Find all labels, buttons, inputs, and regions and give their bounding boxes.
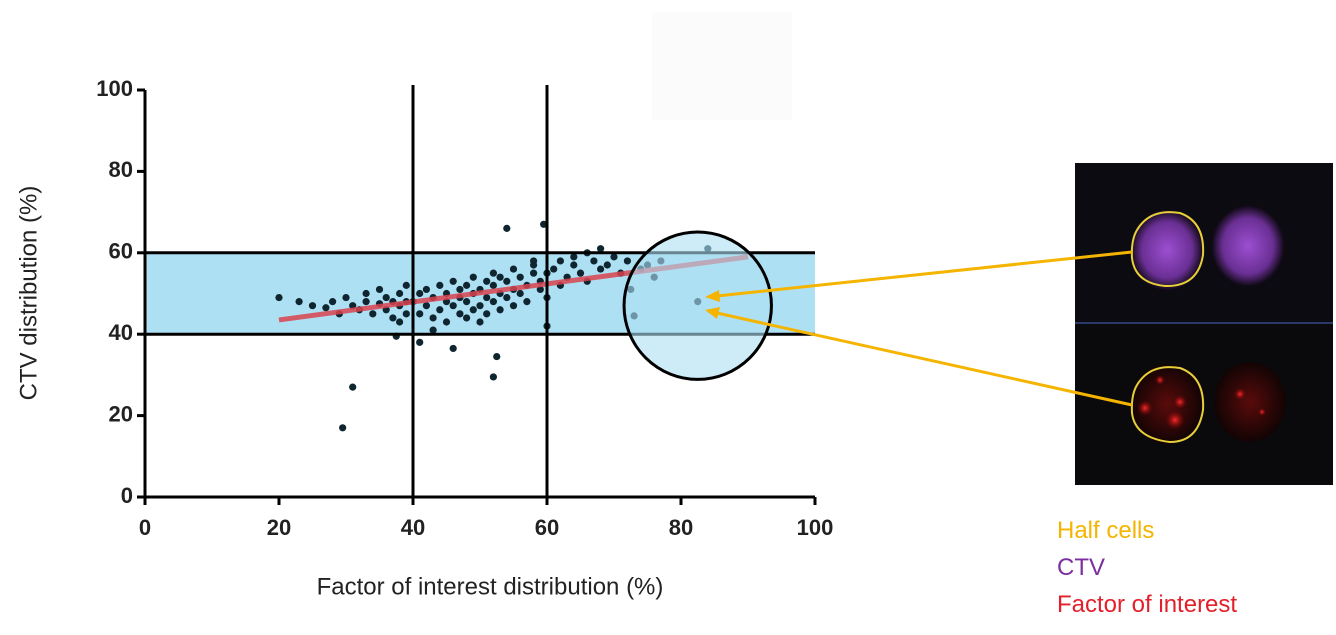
chart: 0 20 40 60 80 100 0 20 40 60 80 100 Factor of inter… bbox=[0, 0, 1336, 635]
point bbox=[363, 290, 370, 297]
point bbox=[517, 274, 524, 281]
faint-box bbox=[652, 12, 792, 120]
point bbox=[503, 278, 510, 285]
point bbox=[309, 302, 316, 309]
highlight-circle bbox=[624, 232, 771, 379]
point bbox=[369, 310, 376, 317]
point bbox=[450, 345, 457, 352]
point bbox=[423, 302, 430, 309]
point bbox=[570, 253, 577, 260]
point bbox=[550, 265, 557, 272]
point bbox=[490, 298, 497, 305]
point bbox=[523, 298, 530, 305]
point bbox=[610, 253, 617, 260]
point bbox=[403, 282, 410, 289]
point bbox=[436, 306, 443, 313]
y-tick-label: 20 bbox=[109, 401, 133, 426]
point bbox=[557, 257, 564, 264]
point bbox=[597, 265, 604, 272]
point bbox=[349, 384, 356, 391]
point bbox=[403, 310, 410, 317]
point bbox=[363, 298, 370, 305]
point bbox=[604, 261, 611, 268]
point bbox=[490, 282, 497, 289]
point bbox=[590, 257, 597, 264]
point bbox=[503, 294, 510, 301]
point bbox=[416, 310, 423, 317]
point bbox=[430, 314, 437, 321]
point bbox=[483, 294, 490, 301]
x-tick-label: 60 bbox=[535, 515, 559, 540]
point bbox=[483, 278, 490, 285]
point bbox=[503, 225, 510, 232]
point bbox=[490, 270, 497, 277]
point bbox=[430, 327, 437, 334]
point bbox=[456, 286, 463, 293]
point bbox=[339, 424, 346, 431]
y-tick-label: 60 bbox=[109, 239, 133, 264]
point bbox=[476, 318, 483, 325]
micrograph bbox=[1075, 163, 1333, 485]
point bbox=[383, 294, 390, 301]
point bbox=[275, 294, 282, 301]
page: {"chart_data": {"type": "scatter", "xlab… bbox=[0, 0, 1336, 635]
point bbox=[389, 314, 396, 321]
y-tick-label: 40 bbox=[109, 320, 133, 345]
point bbox=[570, 261, 577, 268]
point bbox=[597, 245, 604, 252]
point bbox=[497, 274, 504, 281]
point bbox=[490, 373, 497, 380]
point bbox=[396, 290, 403, 297]
point bbox=[450, 278, 457, 285]
x-tick-label: 0 bbox=[139, 515, 151, 540]
point bbox=[322, 304, 329, 311]
point bbox=[517, 290, 524, 297]
point bbox=[296, 298, 303, 305]
point bbox=[497, 306, 504, 313]
point bbox=[416, 290, 423, 297]
y-axis-label: CTV distribution (%) bbox=[15, 186, 42, 401]
x-tick-label: 100 bbox=[797, 515, 834, 540]
annotations: Half cells CTV Factor of interest bbox=[1057, 517, 1237, 618]
point bbox=[423, 286, 430, 293]
point bbox=[416, 339, 423, 346]
point bbox=[342, 294, 349, 301]
point bbox=[493, 353, 500, 360]
point bbox=[624, 257, 631, 264]
point bbox=[450, 302, 457, 309]
point bbox=[530, 257, 537, 264]
point bbox=[510, 302, 517, 309]
point bbox=[463, 282, 470, 289]
x-tick-label: 20 bbox=[267, 515, 291, 540]
point bbox=[476, 302, 483, 309]
point bbox=[456, 310, 463, 317]
point bbox=[470, 306, 477, 313]
point bbox=[376, 286, 383, 293]
y-tick-label: 0 bbox=[121, 483, 133, 508]
annotation: CTV bbox=[1057, 554, 1105, 581]
y-tick-label: 100 bbox=[96, 76, 133, 101]
point bbox=[329, 298, 336, 305]
y-tick-label: 80 bbox=[109, 157, 133, 182]
x-tick-label: 80 bbox=[669, 515, 693, 540]
annotation: Half cells bbox=[1057, 517, 1154, 544]
annotation: Factor of interest bbox=[1057, 591, 1237, 618]
plot-area: 0 20 40 60 80 100 0 20 40 60 80 100 bbox=[96, 76, 833, 540]
point bbox=[463, 298, 470, 305]
point bbox=[510, 265, 517, 272]
point bbox=[436, 282, 443, 289]
point bbox=[443, 318, 450, 325]
point bbox=[530, 270, 537, 277]
point bbox=[577, 270, 584, 277]
point bbox=[483, 310, 490, 317]
x-tick-label: 40 bbox=[401, 515, 425, 540]
x-axis-label: Factor of interest distribution (%) bbox=[317, 573, 664, 600]
point bbox=[463, 314, 470, 321]
point bbox=[396, 318, 403, 325]
point bbox=[470, 274, 477, 281]
